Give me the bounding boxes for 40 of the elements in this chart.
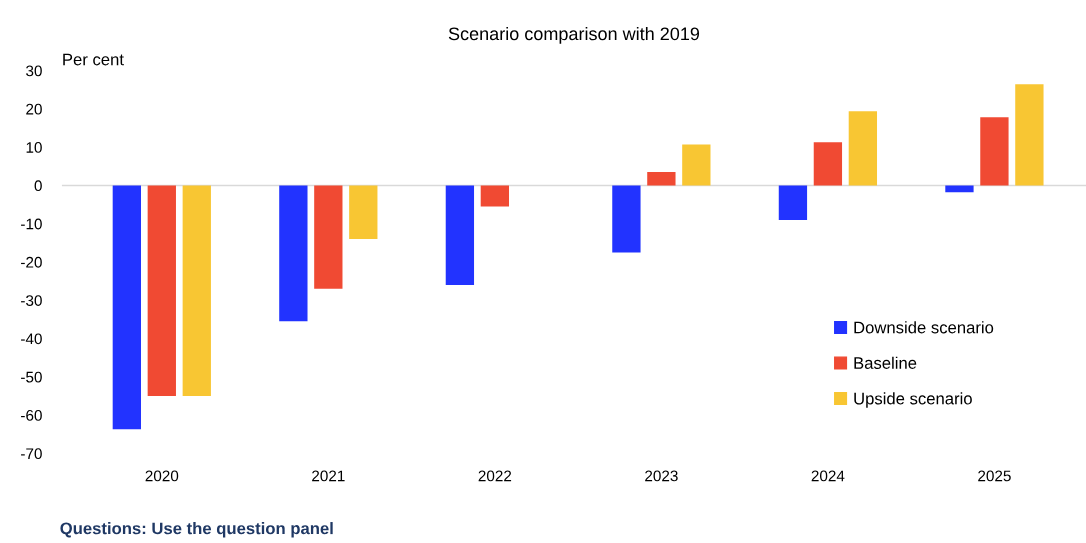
bar	[778, 185, 808, 220]
text: Questions: Use the question panel	[60, 522, 333, 538]
bar	[647, 172, 676, 186]
bar	[182, 185, 211, 396]
bar	[1015, 84, 1044, 186]
x-tick-label: 2021	[312, 470, 345, 482]
x-tick-label: 2025	[978, 470, 1011, 482]
y-tick-label: -40	[21, 333, 42, 345]
bar	[682, 144, 711, 186]
y-tick-label: 0	[34, 180, 42, 192]
legend-label: Baseline	[854, 356, 917, 369]
bar	[945, 185, 974, 193]
y-tick-label: 10	[26, 142, 42, 153]
legend-label: Downside scenario	[854, 321, 994, 334]
legend-label: Upside scenario	[854, 392, 972, 408]
bar	[980, 117, 1009, 186]
bar	[480, 185, 510, 207]
bar	[147, 185, 176, 396]
y-tick-label: -50	[21, 371, 42, 383]
x-tick-label: 2022	[478, 470, 512, 482]
bar	[612, 185, 641, 253]
x-tick-label: 2020	[145, 470, 179, 482]
bar	[349, 185, 378, 240]
y-tick-label: -10	[21, 218, 42, 230]
y-tick-label: -30	[21, 295, 42, 306]
bar	[848, 111, 878, 186]
y-tick-label: 20	[26, 103, 42, 115]
chart-title: Scenario comparison with 2019	[448, 26, 700, 44]
y-tick-label: -20	[21, 256, 42, 268]
y-tick-label: -60	[21, 409, 42, 421]
y-axis-title: Per cent	[63, 53, 124, 66]
bar	[314, 185, 343, 289]
bar	[112, 185, 141, 430]
y-tick-label: -70	[21, 448, 42, 460]
x-tick-label: 2023	[645, 470, 678, 482]
bar	[445, 185, 475, 285]
bar	[813, 142, 843, 186]
bar	[279, 185, 308, 322]
y-tick-label: 30	[26, 65, 42, 77]
x-tick-label: 2024	[811, 470, 845, 482]
